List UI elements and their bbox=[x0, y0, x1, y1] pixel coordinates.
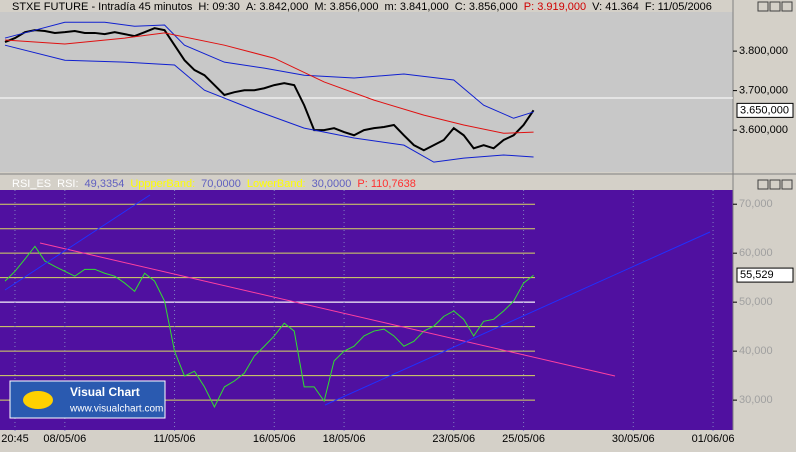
header-item: M: 3.856,000 bbox=[314, 1, 378, 13]
price-tag bbox=[736, 267, 794, 283]
header-item: 30,0000 bbox=[312, 178, 352, 190]
header-item: m: 3.841,000 bbox=[385, 1, 449, 13]
header-item: 70,0000 bbox=[201, 178, 241, 190]
y-tick-label: 3.600,000 bbox=[739, 124, 788, 136]
y-tick-label: 30,000 bbox=[739, 394, 773, 406]
logo-url: www.visualchart.com bbox=[69, 404, 163, 415]
y-tick-label: 70,000 bbox=[739, 198, 773, 210]
button[interactable] bbox=[781, 1, 793, 12]
button[interactable] bbox=[781, 179, 793, 190]
x-tick-label: 20:45 bbox=[1, 433, 29, 445]
x-tick-label: 30/05/06 bbox=[612, 433, 655, 445]
header-item: P: 110,7638 bbox=[357, 178, 416, 190]
header-item: P: 3.919,000 bbox=[524, 1, 586, 13]
header-item: H: 09:30 bbox=[198, 1, 240, 13]
plots: 3.800,000 3.700,000 3.600,000 3.650,000 70,0… bbox=[0, 21, 794, 445]
series-line bbox=[4, 21, 534, 119]
window-buttons bbox=[757, 1, 793, 190]
y-tick-label: 50,000 bbox=[739, 296, 773, 308]
header-item: RSI_ES bbox=[12, 178, 51, 190]
price-panel bbox=[0, 12, 733, 172]
header: STXE FUTURE - Intradía 45 minutos H: 09:3… bbox=[12, 1, 712, 13]
x-tick-label: 23/05/06 bbox=[432, 433, 475, 445]
header-item: C: 3.856,000 bbox=[455, 1, 518, 13]
header-item: 49,3354 bbox=[85, 178, 125, 190]
logo: Visual Chart www.visualchart.com bbox=[9, 380, 166, 419]
y-tick-label: 3.700,000 bbox=[739, 85, 788, 97]
series-line bbox=[4, 44, 534, 163]
x-tick-label: 16/05/06 bbox=[253, 433, 296, 445]
header-item: UppperBand: bbox=[130, 178, 195, 190]
series-line bbox=[4, 32, 534, 134]
series-line bbox=[4, 27, 535, 152]
x-tick-label: 08/05/06 bbox=[43, 433, 86, 445]
y-tick-label: 60,000 bbox=[739, 247, 773, 259]
trend-line bbox=[39, 242, 616, 377]
header-item: LowerBand: bbox=[247, 178, 306, 190]
header-item: STXE FUTURE - Intradía 45 minutos bbox=[12, 1, 193, 13]
button[interactable] bbox=[769, 179, 781, 190]
header-item: F: 11/05/2006 bbox=[645, 1, 712, 13]
x-tick-label: 25/05/06 bbox=[502, 433, 545, 445]
button[interactable] bbox=[769, 1, 781, 12]
button[interactable] bbox=[757, 1, 769, 12]
x-tick-label: 18/05/06 bbox=[323, 433, 366, 445]
price-tag-label: 55,529 bbox=[740, 269, 774, 281]
trend-line bbox=[324, 231, 711, 406]
trend-line bbox=[4, 194, 151, 291]
button[interactable] bbox=[757, 179, 769, 190]
x-tick-label: 11/05/06 bbox=[154, 433, 196, 445]
header-item: V: 41.364 bbox=[592, 1, 639, 13]
header: RSI_ES RSI: 49,3354 UppperBand: 70,0000 Lower… bbox=[12, 178, 416, 190]
price-tag-label: 3.650,000 bbox=[740, 104, 789, 116]
logo-title: Visual Chart bbox=[70, 385, 140, 399]
y-tick-label: 40,000 bbox=[739, 345, 773, 357]
header-item: A: 3.842,000 bbox=[246, 1, 308, 13]
y-tick-label: 3.800,000 bbox=[739, 45, 788, 57]
rsi-title-bar bbox=[0, 178, 796, 190]
price-tag bbox=[736, 102, 794, 118]
logo-icon bbox=[23, 391, 53, 409]
series-line bbox=[4, 245, 534, 409]
x-tick-label: 01/06/06 bbox=[692, 433, 735, 445]
header-item: RSI: bbox=[57, 178, 78, 190]
